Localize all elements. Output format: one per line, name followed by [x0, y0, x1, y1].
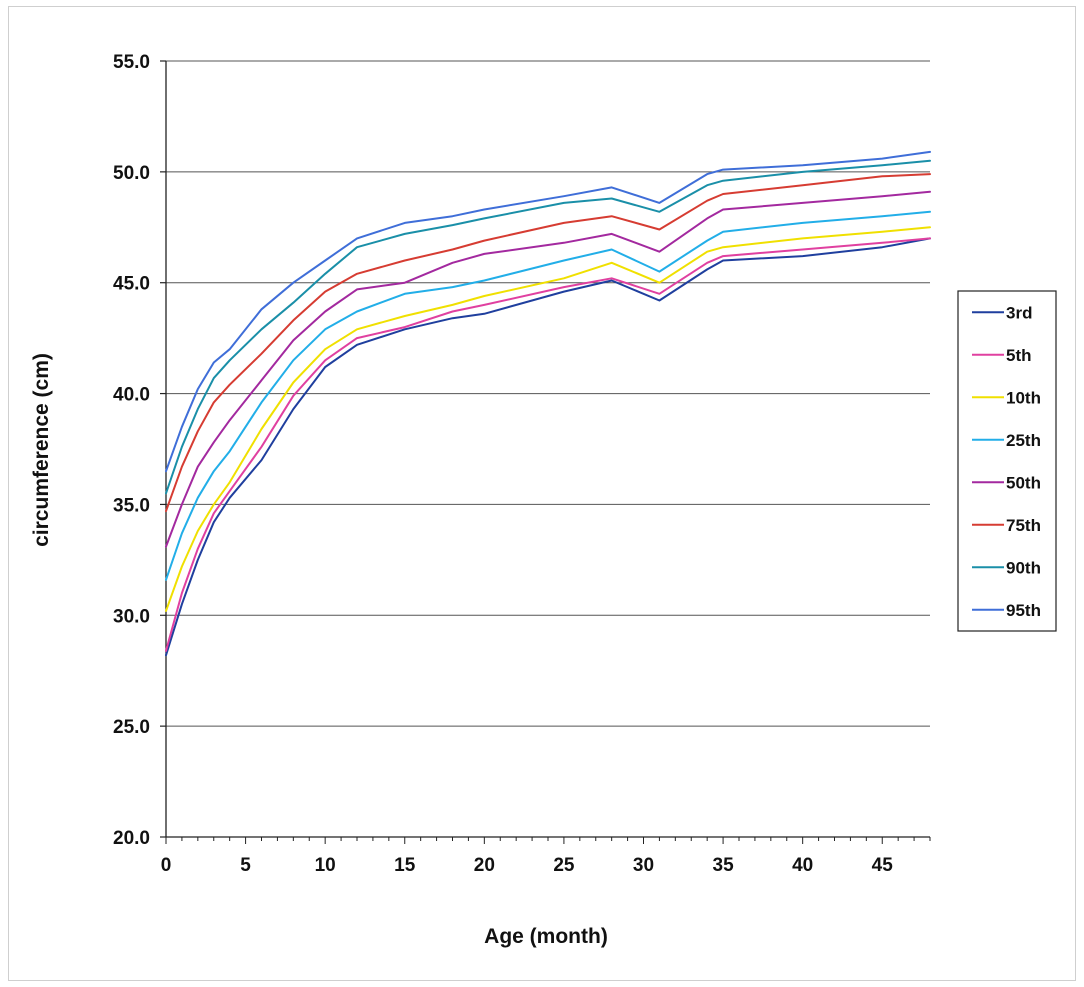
legend-box	[957, 290, 1057, 632]
y-tick-label: 45.0	[113, 274, 150, 295]
x-axis-title: Age (month)	[484, 925, 608, 948]
legend-label-5th: 5th	[1006, 346, 1032, 365]
legend-label-90th: 90th	[1006, 558, 1041, 577]
legend-label-95th: 95th	[1006, 601, 1041, 620]
x-tick-label: 30	[633, 855, 654, 876]
x-tick-label: 25	[553, 855, 575, 876]
y-tick-label: 20.0	[113, 828, 150, 849]
legend-label-25th: 25th	[1006, 431, 1041, 450]
series-lines	[165, 150, 931, 657]
series-line-75th	[165, 173, 931, 513]
y-tick-label: 25.0	[113, 717, 150, 738]
y-tick-label: 55.0	[113, 52, 150, 73]
series-line-3rd	[165, 237, 931, 657]
legend-label-75th: 75th	[1006, 516, 1041, 535]
y-tick-label: 50.0	[113, 163, 150, 184]
legend-label-10th: 10th	[1006, 388, 1041, 407]
x-tick-label: 5	[240, 855, 251, 876]
x-tick-label: 40	[792, 855, 813, 876]
y-tick-label: 35.0	[113, 495, 150, 516]
series-line-95th	[165, 150, 931, 473]
axes	[160, 60, 931, 844]
y-axis-title: circumference (cm)	[30, 353, 53, 547]
x-tick-label: 0	[161, 855, 172, 876]
series-line-25th	[165, 210, 931, 581]
x-tick-label: 45	[872, 855, 894, 876]
series-line-90th	[165, 159, 931, 495]
y-tick-label: 40.0	[113, 385, 150, 406]
series-line-50th	[165, 190, 931, 548]
gridlines	[166, 60, 930, 838]
legend: 3rd 5th 10th 25th 50th 75th 90th 95th	[957, 290, 1057, 632]
x-tick-label: 35	[713, 855, 735, 876]
x-tick-label: 10	[315, 855, 336, 876]
x-tick-label: 20	[474, 855, 495, 876]
y-tick-label: 30.0	[113, 606, 150, 627]
series-line-5th	[165, 237, 931, 652]
series-line-10th	[165, 226, 931, 612]
legend-label-3rd: 3rd	[1006, 303, 1032, 322]
legend-label-50th: 50th	[1006, 473, 1041, 492]
tick-labels: 20.0 25.0 30.0 35.0 40.0 45.0 50.0 55.0 0 5 10 15 20…	[113, 52, 893, 876]
x-tick-label: 15	[394, 855, 416, 876]
